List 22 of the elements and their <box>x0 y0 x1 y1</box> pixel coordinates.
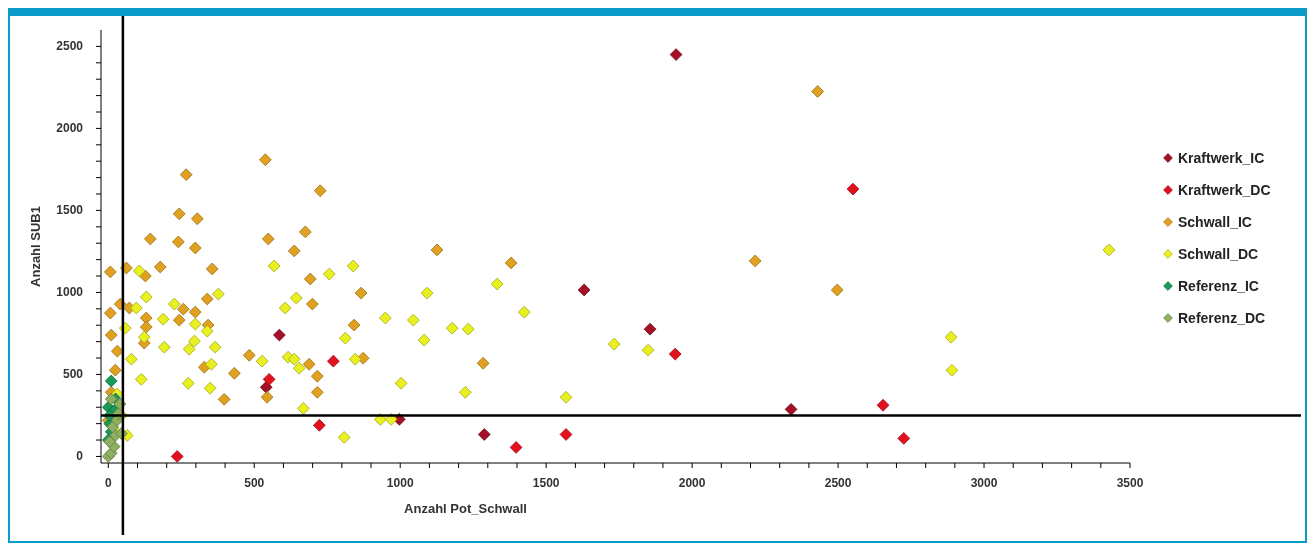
y-tick-label: 2500 <box>56 39 84 54</box>
y-tick-label: 1000 <box>56 285 84 300</box>
y-tick-label: 0 <box>76 449 84 464</box>
legend-label: Kraftwerk_IC <box>1178 150 1265 166</box>
x-tick-label: 1000 <box>386 476 414 490</box>
x-tick-label: 500 <box>244 476 265 490</box>
legend-label: Referenz_IC <box>1178 278 1259 294</box>
x-tick-label: 1500 <box>532 476 560 490</box>
legend-label: Referenz_DC <box>1178 310 1266 326</box>
x-tick-label: 3500 <box>1116 476 1144 490</box>
y-tick-label: 1500 <box>56 203 84 218</box>
y-axis-title: Anzahl SUB1 <box>28 206 43 287</box>
legend-label: Schwall_DC <box>1178 246 1259 262</box>
x-tick-label: 2500 <box>824 476 852 490</box>
y-tick-label: 500 <box>62 367 84 382</box>
legend-label: Schwall_IC <box>1178 214 1252 230</box>
x-tick-label: 3000 <box>970 476 998 490</box>
x-tick-label: 0 <box>104 476 112 490</box>
y-tick-label: 2000 <box>56 121 84 136</box>
legend-label: Kraftwerk_DC <box>1178 182 1271 198</box>
x-tick-label: 2000 <box>678 476 706 490</box>
x-axis-title: Anzahl Pot_Schwall <box>404 501 527 516</box>
